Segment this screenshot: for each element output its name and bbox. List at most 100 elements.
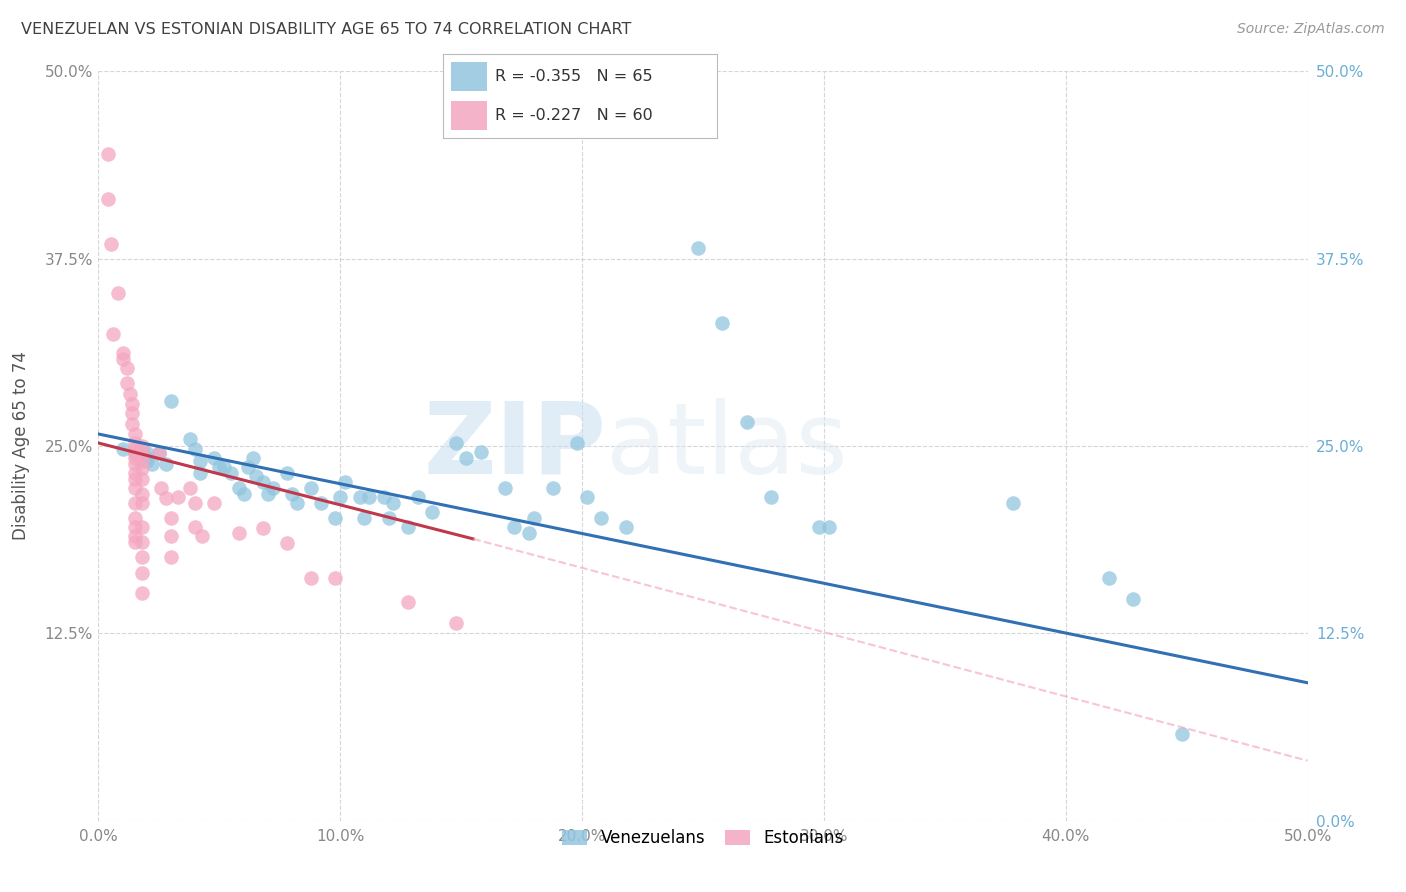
Point — [396, 520, 419, 534]
Point — [517, 525, 540, 540]
Point — [100, 236, 122, 251]
Point — [188, 466, 211, 480]
Point — [124, 472, 146, 486]
Legend: Venezuelans, Estonians: Venezuelans, Estonians — [555, 822, 851, 854]
Point — [111, 352, 134, 367]
Point — [121, 417, 143, 431]
Point — [232, 487, 254, 501]
Point — [141, 457, 163, 471]
Point — [1122, 591, 1144, 606]
Point — [228, 481, 250, 495]
Point — [503, 520, 526, 534]
Point — [135, 450, 157, 465]
Point — [276, 466, 298, 480]
Point — [262, 481, 284, 495]
Point — [167, 490, 190, 504]
Point — [131, 520, 153, 534]
Point — [101, 326, 124, 341]
Point — [121, 406, 143, 420]
Point — [184, 442, 207, 456]
Point — [204, 450, 226, 465]
Point — [373, 490, 395, 504]
Point — [711, 316, 734, 330]
Point — [252, 521, 274, 535]
Text: atlas: atlas — [606, 398, 848, 494]
Point — [124, 529, 146, 543]
Point — [329, 490, 352, 504]
Point — [111, 346, 134, 360]
Point — [523, 511, 546, 525]
Point — [591, 511, 613, 525]
Point — [131, 472, 153, 486]
Point — [285, 496, 308, 510]
Bar — [451, 62, 486, 91]
Point — [281, 487, 304, 501]
Point — [179, 432, 201, 446]
Point — [349, 490, 371, 504]
Point — [808, 520, 831, 534]
Point — [131, 446, 153, 460]
Point — [184, 496, 207, 510]
Point — [150, 481, 173, 495]
Point — [124, 442, 146, 456]
Point — [276, 536, 298, 550]
Point — [1001, 496, 1024, 510]
Point — [131, 535, 153, 549]
Point — [1098, 571, 1121, 585]
Point — [111, 442, 134, 456]
Point — [124, 446, 146, 460]
Point — [242, 450, 264, 465]
Point — [131, 439, 153, 453]
Point — [494, 481, 516, 495]
Point — [179, 481, 201, 495]
Point — [124, 436, 146, 450]
Point — [208, 460, 231, 475]
Point — [131, 496, 153, 510]
Point — [191, 529, 214, 543]
Point — [124, 466, 146, 480]
Point — [446, 436, 468, 450]
Point — [333, 475, 356, 489]
Point — [299, 571, 322, 585]
Point — [420, 505, 443, 519]
Y-axis label: Disability Age 65 to 74: Disability Age 65 to 74 — [13, 351, 31, 541]
Point — [541, 481, 564, 495]
Point — [135, 454, 157, 468]
Point — [325, 511, 347, 525]
Point — [124, 457, 146, 471]
Text: Source: ZipAtlas.com: Source: ZipAtlas.com — [1237, 22, 1385, 37]
Point — [124, 496, 146, 510]
Point — [148, 446, 170, 460]
Point — [117, 376, 139, 390]
Point — [252, 475, 274, 489]
Point — [131, 461, 153, 475]
Point — [688, 241, 710, 255]
Point — [160, 529, 183, 543]
Point — [454, 450, 477, 465]
Point — [567, 436, 589, 450]
Point — [155, 491, 177, 506]
Point — [1171, 727, 1194, 741]
Point — [135, 446, 157, 460]
Point — [124, 427, 146, 442]
Point — [160, 394, 183, 409]
Point — [817, 520, 839, 534]
Point — [204, 496, 226, 510]
Point — [124, 535, 146, 549]
Point — [735, 415, 758, 429]
Point — [309, 496, 332, 510]
Point — [107, 286, 129, 301]
Text: VENEZUELAN VS ESTONIAN DISABILITY AGE 65 TO 74 CORRELATION CHART: VENEZUELAN VS ESTONIAN DISABILITY AGE 65… — [21, 22, 631, 37]
Point — [188, 454, 211, 468]
Point — [238, 460, 260, 475]
Point — [124, 481, 146, 495]
Point — [124, 520, 146, 534]
Point — [759, 490, 782, 504]
Point — [131, 454, 153, 468]
Point — [212, 460, 235, 475]
Point — [131, 487, 153, 501]
Point — [131, 549, 153, 564]
Point — [155, 457, 177, 471]
Point — [470, 445, 492, 459]
Point — [124, 450, 146, 465]
